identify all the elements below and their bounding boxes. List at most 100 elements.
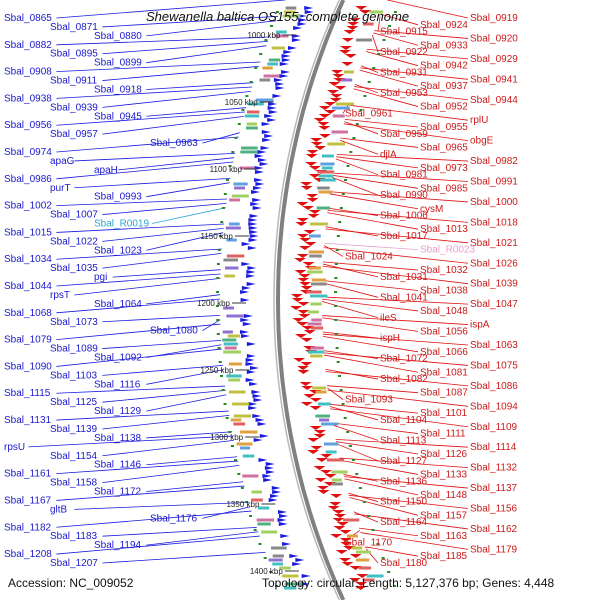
reverse-gene-arrow: [279, 514, 289, 518]
cog-feature-block: [268, 558, 283, 562]
right-gene-label: Sbal_1021: [470, 238, 518, 249]
label-callout-line: [56, 198, 228, 207]
reverse-gene-arrow: [280, 534, 290, 538]
forward-gene-arrow: [292, 318, 305, 322]
reverse-gene-arrow: [278, 522, 288, 526]
genome-summary: Topology: circular; Length: 5,127,376 bp…: [262, 576, 555, 590]
forward-gene-arrow: [310, 142, 323, 146]
track-dot: [275, 585, 279, 587]
right-gene-label: Sbal_1013: [420, 224, 468, 235]
label-callout-line: [322, 333, 469, 346]
reverse-gene-arrow: [250, 202, 260, 206]
cog-feature-block: [268, 58, 281, 62]
cog-feature-block: [274, 34, 289, 38]
forward-gene-arrow: [294, 334, 307, 338]
right-gene-label: Sbal_1063: [470, 340, 518, 351]
forward-gene-arrow: [340, 542, 353, 546]
reverse-gene-arrow: [255, 182, 265, 186]
track-dot: [245, 95, 249, 97]
reverse-gene-arrow: [245, 358, 255, 362]
track-dot: [231, 151, 235, 153]
label-callout-line: [366, 51, 419, 67]
track-dot: [346, 165, 350, 167]
cog-feature-block: [228, 378, 241, 382]
track-dot: [230, 445, 234, 447]
forward-gene-arrow: [297, 310, 310, 314]
reverse-gene-arrow: [268, 110, 278, 114]
forward-gene-arrow: [313, 466, 326, 470]
right-gene-label: Sbal_1113: [380, 435, 427, 446]
label-callout-line: [74, 277, 221, 296]
reverse-gene-arrow: [240, 318, 250, 322]
reverse-gene-arrow: [240, 334, 250, 338]
right-gene-label: Sbal_1163: [420, 531, 468, 542]
forward-gene-arrow: [324, 110, 337, 114]
forward-gene-arrow: [297, 366, 310, 370]
cog-feature-block: [228, 362, 242, 366]
cog-feature-block: [262, 66, 273, 70]
reverse-gene-arrow: [253, 398, 263, 402]
reverse-gene-arrow: [252, 414, 262, 418]
track-dot: [228, 165, 232, 167]
cog-feature-block: [317, 170, 335, 174]
cog-feature-block: [308, 250, 325, 254]
cog-feature-block: [331, 130, 348, 134]
cog-feature-block: [283, 10, 296, 14]
reverse-gene-arrow: [255, 418, 265, 422]
reverse-gene-arrow: [253, 438, 263, 442]
cog-feature-block: [346, 534, 358, 538]
track-dot: [339, 389, 343, 391]
forward-gene-arrow: [324, 474, 337, 478]
cog-feature-block: [267, 62, 279, 66]
left-gene-label: Sbal_0963: [150, 138, 198, 149]
left-gene-label: Sbal_1154: [50, 451, 98, 462]
cog-feature-block: [222, 338, 237, 342]
reverse-gene-arrow: [246, 274, 256, 278]
track-dot: [334, 319, 338, 321]
label-callout-line: [354, 86, 469, 101]
label-callout-line: [102, 90, 251, 108]
forward-gene-arrow: [303, 230, 316, 234]
reverse-gene-arrow: [264, 134, 274, 138]
label-callout-line: [56, 273, 221, 287]
right-gene-label: Sbal_0929: [470, 54, 518, 65]
left-gene-label: Sbal_1194: [94, 540, 142, 551]
reverse-gene-arrow: [291, 38, 301, 42]
left-gene-label: Sbal_1022: [50, 236, 98, 247]
cog-feature-block: [236, 442, 253, 446]
label-callout-line: [56, 510, 252, 528]
label-callout-line: [102, 364, 223, 376]
forward-gene-arrow: [305, 154, 318, 158]
right-gene-label: Sbal_0985: [420, 183, 468, 194]
left-gene-label: gltB: [50, 504, 68, 515]
forward-gene-arrow: [330, 94, 343, 98]
track-dot: [275, 11, 279, 13]
cog-feature-block: [239, 430, 258, 434]
forward-gene-arrow: [302, 206, 315, 210]
right-gene-label: Sbal_1170: [345, 538, 393, 549]
forward-gene-arrow: [306, 198, 319, 202]
forward-gene-arrow: [344, 54, 357, 58]
callout-lines: [28, 0, 469, 564]
reverse-gene-arrow: [257, 158, 267, 162]
left-gene-label: Sbal_1034: [4, 254, 52, 265]
reverse-gene-arrow: [265, 470, 275, 474]
right-gene-label: Sbal_1000: [470, 197, 518, 208]
forward-gene-arrow: [336, 522, 349, 526]
forward-gene-arrow: [294, 270, 307, 274]
label-callout-line: [321, 296, 469, 305]
label-callout-line: [102, 202, 227, 215]
cog-feature-block: [284, 582, 303, 586]
reverse-gene-arrow: [254, 178, 264, 182]
forward-gene-arrow: [349, 566, 362, 570]
reverse-gene-arrow: [241, 286, 251, 290]
reverse-gene-arrow: [301, 574, 311, 578]
cog-feature-block: [307, 310, 319, 314]
right-gene-label: Sbal_1032: [420, 265, 468, 276]
track-dot: [344, 179, 348, 181]
reverse-gene-arrow: [259, 162, 269, 166]
cog-feature-block: [315, 414, 331, 418]
reverse-gene-arrow: [248, 402, 258, 406]
label-callout-line: [374, 30, 469, 39]
cog-feature-block: [316, 206, 331, 210]
